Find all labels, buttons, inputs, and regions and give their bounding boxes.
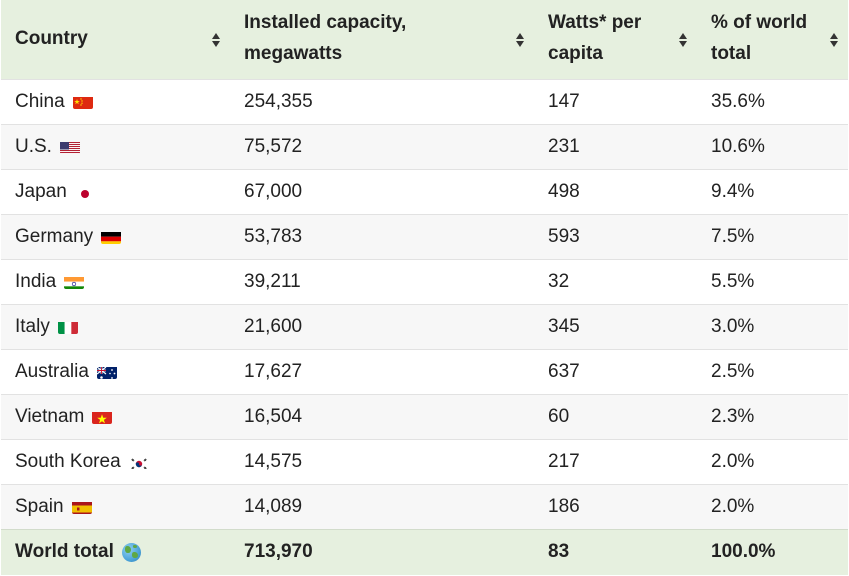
capacity-cell: 16,504	[230, 394, 534, 440]
country-name: China	[15, 90, 65, 112]
world-share-cell: 7.5%	[697, 214, 848, 260]
world-share-cell: 35.6%	[697, 79, 848, 125]
header-capacity-label: Installed capacity, megawatts	[244, 12, 407, 64]
flag-india-icon	[64, 275, 85, 289]
capacity-cell: 21,600	[230, 304, 534, 350]
table-row: India 39,211 32 5.5%	[1, 259, 848, 305]
header-capacity[interactable]: Installed capacity, megawatts	[230, 0, 534, 80]
watts-per-capita-cell: 345	[534, 304, 697, 350]
table-row: Japan 67,000 498 9.4%	[1, 169, 848, 215]
watts-per-capita-cell: 217	[534, 439, 697, 485]
country-name: Japan	[15, 180, 67, 202]
watts-per-capita-cell: 637	[534, 349, 697, 395]
country-cell: Germany	[1, 214, 230, 260]
world-share-cell: 9.4%	[697, 169, 848, 215]
flag-south-korea-icon	[128, 455, 149, 469]
country-cell: Japan	[1, 169, 230, 215]
world-total-row: World total 713,970 83 100.0%	[1, 529, 848, 575]
table-row: Italy 21,600 345 3.0%	[1, 304, 848, 350]
flag-germany-icon	[101, 230, 122, 244]
world-share-cell: 5.5%	[697, 259, 848, 305]
country-cell: Italy	[1, 304, 230, 350]
country-cell: Australia	[1, 349, 230, 395]
flag-italy-icon	[57, 320, 78, 334]
watts-per-capita-cell: 231	[534, 124, 697, 170]
country-cell: South Korea	[1, 439, 230, 485]
country-name: Italy	[15, 315, 50, 337]
total-label: World total	[15, 541, 114, 563]
country-cell: China	[1, 79, 230, 125]
capacity-cell: 254,355	[230, 79, 534, 125]
world-share-cell: 3.0%	[697, 304, 848, 350]
world-share-cell: 2.0%	[697, 484, 848, 530]
header-world-share[interactable]: % of world total	[697, 0, 848, 80]
table-row: Spain 14,089 186 2.0%	[1, 484, 848, 530]
total-share-cell: 100.0%	[697, 529, 848, 575]
header-share-label: % of world total	[711, 12, 808, 64]
country-cell: Spain	[1, 484, 230, 530]
flag-vietnam-icon	[92, 410, 113, 424]
country-cell: India	[1, 259, 230, 305]
total-watts-cell: 83	[534, 529, 697, 575]
country-cell: Vietnam	[1, 394, 230, 440]
header-country-label: Country	[15, 28, 88, 49]
world-share-cell: 2.0%	[697, 439, 848, 485]
capacity-cell: 14,089	[230, 484, 534, 530]
flag-spain-icon	[71, 500, 92, 514]
sort-icon[interactable]	[516, 32, 525, 48]
watts-per-capita-cell: 32	[534, 259, 697, 305]
header-row: Country Installed capacity, megawatts Wat…	[1, 0, 848, 80]
watts-per-capita-cell: 186	[534, 484, 697, 530]
country-name: Spain	[15, 495, 64, 517]
watts-per-capita-cell: 593	[534, 214, 697, 260]
world-share-cell: 10.6%	[697, 124, 848, 170]
capacity-cell: 75,572	[230, 124, 534, 170]
watts-per-capita-cell: 498	[534, 169, 697, 215]
country-name: Australia	[15, 360, 89, 382]
header-watts-label: Watts* per capita	[548, 12, 642, 64]
capacity-cell: 14,575	[230, 439, 534, 485]
capacity-cell: 67,000	[230, 169, 534, 215]
country-name: Vietnam	[15, 405, 85, 427]
world-share-cell: 2.5%	[697, 349, 848, 395]
flag-japan-icon	[74, 185, 95, 199]
sort-icon[interactable]	[679, 32, 688, 48]
table-row: Germany 53,783 593 7.5%	[1, 214, 848, 260]
capacity-cell: 39,211	[230, 259, 534, 305]
sort-icon[interactable]	[830, 32, 839, 48]
flag-china-icon	[72, 95, 93, 109]
sort-icon[interactable]	[212, 32, 221, 48]
watts-per-capita-cell: 147	[534, 79, 697, 125]
country-name: India	[15, 270, 57, 292]
country-cell: U.S.	[1, 124, 230, 170]
capacity-cell: 17,627	[230, 349, 534, 395]
table-row: Australia 17,627 637 2.5%	[1, 349, 848, 395]
table-row: South Korea 14,575 217 2.0%	[1, 439, 848, 485]
header-country[interactable]: Country	[1, 0, 230, 80]
watts-per-capita-cell: 60	[534, 394, 697, 440]
flag-us-icon	[59, 140, 80, 154]
header-watts-per-capita[interactable]: Watts* per capita	[534, 0, 697, 80]
table-row: U.S. 75,572 231 10.6%	[1, 124, 848, 170]
country-name: Germany	[15, 225, 94, 247]
table-row: Vietnam 16,504 60 2.3%	[1, 394, 848, 440]
world-share-cell: 2.3%	[697, 394, 848, 440]
country-name: U.S.	[15, 135, 52, 157]
total-label-cell: World total	[1, 529, 230, 575]
table-row: China 254,355 147 35.6%	[1, 79, 848, 125]
globe-icon	[121, 542, 141, 562]
country-name: South Korea	[15, 450, 121, 472]
flag-australia-icon	[96, 365, 117, 379]
capacity-cell: 53,783	[230, 214, 534, 260]
total-capacity-cell: 713,970	[230, 529, 534, 575]
